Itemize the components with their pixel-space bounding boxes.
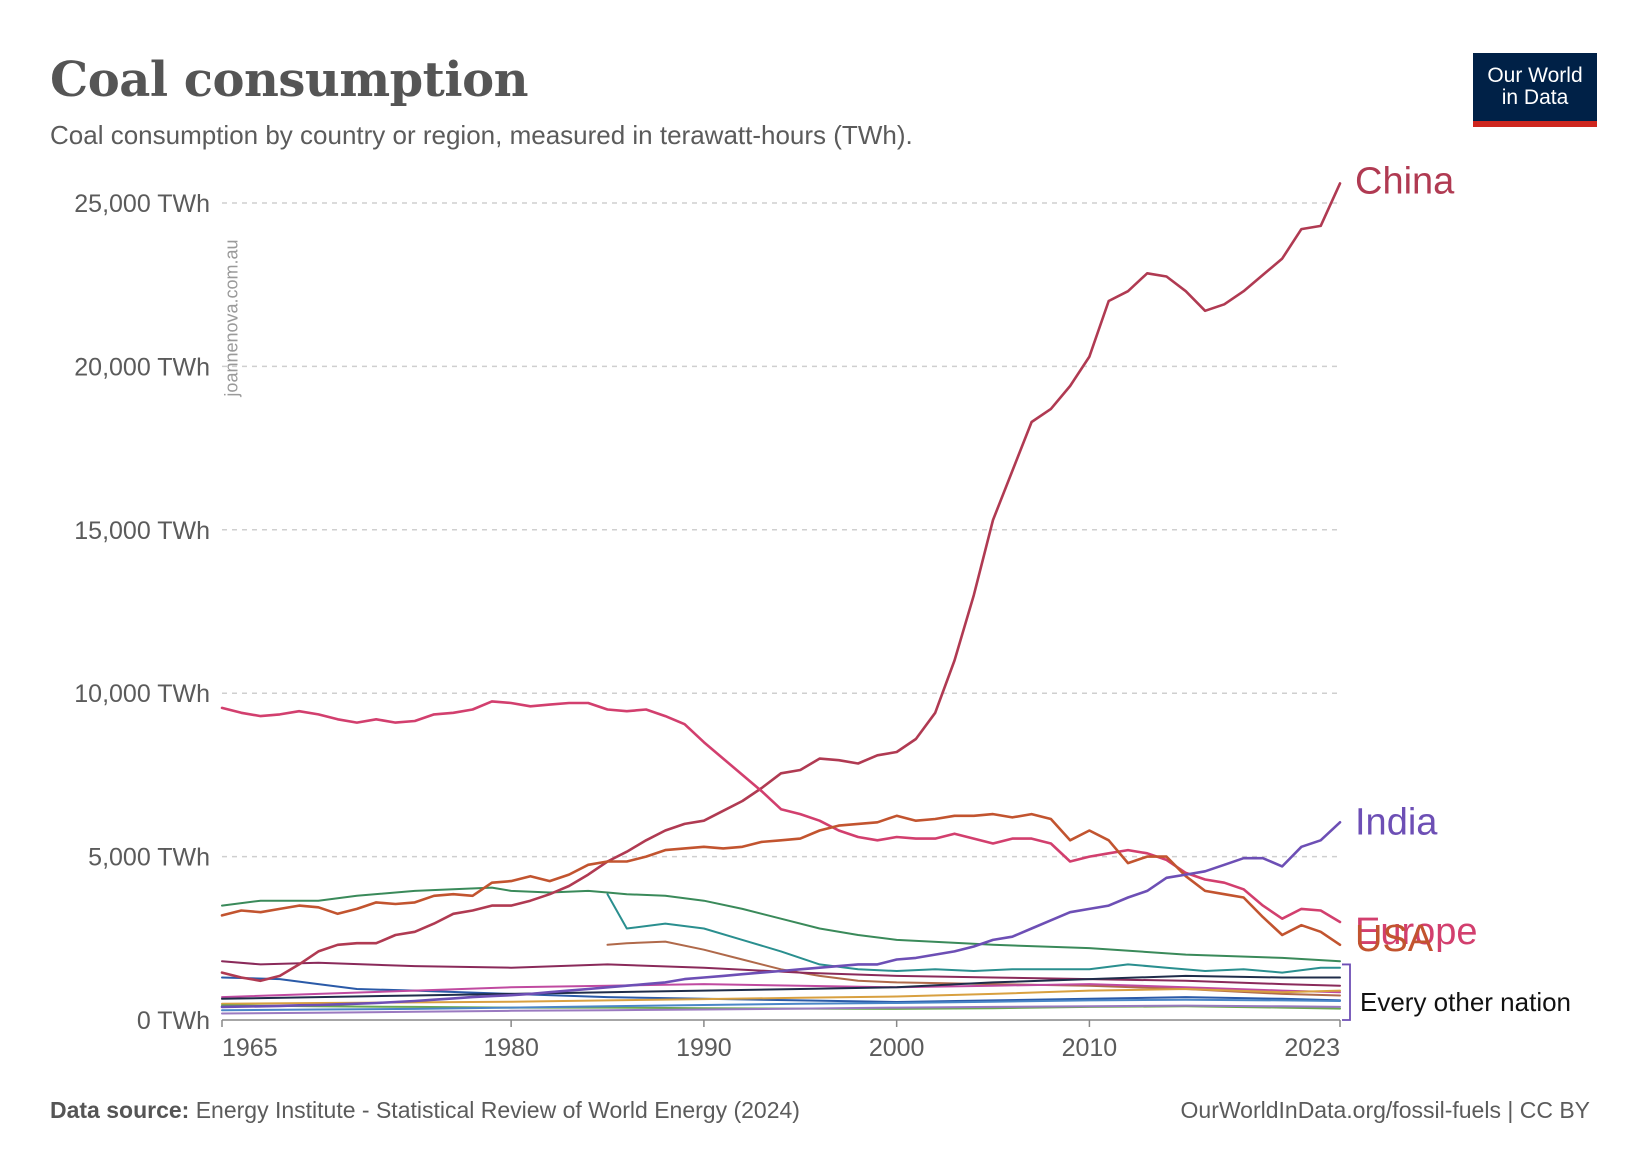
series-lines	[220, 182, 1342, 1015]
series-label-usa: USA	[1355, 918, 1434, 960]
series-label-china: China	[1355, 160, 1455, 202]
x-tick-label: 1990	[676, 1034, 732, 1062]
series-line-europe[interactable]	[220, 700, 1342, 924]
other-nations-label: Every other nation	[1360, 987, 1571, 1017]
y-tick-label: 5,000 TWh	[88, 844, 210, 872]
series-line-other[interactable]	[221, 960, 1341, 987]
series-line-other[interactable]	[221, 988, 1341, 1005]
chart-subtitle: Coal consumption by country or region, m…	[50, 120, 913, 150]
series-label-europe: Europe	[1355, 911, 1478, 953]
y-tick-label: 0 TWh	[137, 1007, 210, 1035]
y-tick-label: 25,000 TWh	[74, 190, 210, 218]
x-tick-label: 1980	[483, 1034, 539, 1062]
chart-title: Coal consumption	[50, 52, 529, 108]
series-line-other[interactable]	[221, 983, 1341, 999]
series-line-other[interactable]	[221, 974, 1341, 1000]
x-tick-label: 1965	[222, 1034, 278, 1062]
data-source: Data source: Energy Institute - Statisti…	[50, 1097, 800, 1124]
logo-line-1: Our World	[1487, 64, 1583, 87]
series-line-other[interactable]	[221, 998, 1341, 1012]
x-tick-label: 2023	[1284, 1034, 1340, 1062]
y-tick-label: 15,000 TWh	[74, 517, 210, 545]
axes: 0 TWh 5,000 TWh 10,000 TWh 15,000 TWh 20,000…	[74, 190, 1341, 1062]
series-line-other[interactable]	[221, 886, 1341, 963]
y-tick-label: 20,000 TWh	[74, 353, 210, 381]
series-line-usa[interactable]	[220, 812, 1342, 947]
x-tick-label: 2010	[1062, 1034, 1118, 1062]
logo-line-2: in Data	[1501, 86, 1569, 109]
series-label-india: India	[1355, 801, 1438, 843]
owid-logo[interactable]: Our World in Data	[1473, 53, 1597, 127]
watermark: joannenova.com.au	[221, 239, 242, 397]
source-link[interactable]: OurWorldInData.org/fossil-fuels | CC BY	[1180, 1097, 1590, 1123]
series-line-other[interactable]	[606, 893, 1341, 974]
data-source-text: Energy Institute - Statistical Review of…	[195, 1097, 800, 1123]
series-line-india[interactable]	[220, 820, 1342, 1009]
y-tick-label: 10,000 TWh	[74, 680, 210, 708]
other-nations-bracket	[1342, 963, 1351, 1021]
data-source-label: Data source:	[50, 1097, 190, 1123]
series-line-other[interactable]	[221, 1004, 1341, 1015]
gridlines	[222, 202, 1340, 858]
x-tick-label: 2000	[869, 1034, 925, 1062]
series-line-china[interactable]	[220, 182, 1342, 983]
line-chart: 0 TWh 5,000 TWh 10,000 TWh 15,000 TWh 20,000…	[74, 160, 1571, 1062]
